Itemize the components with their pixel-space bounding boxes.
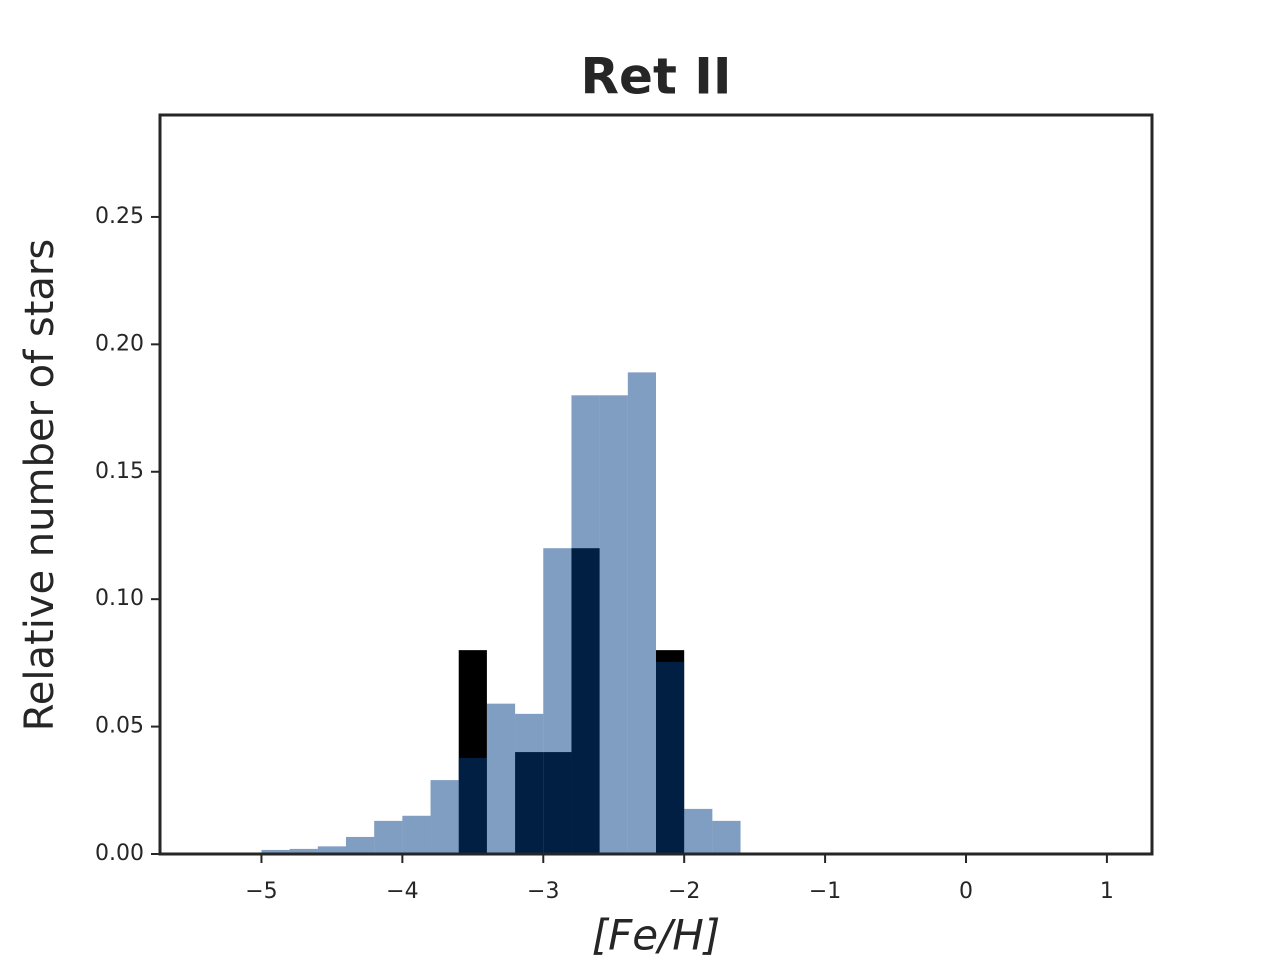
chart-title: Ret II [581, 48, 732, 106]
histogram-bar [543, 548, 572, 854]
histogram-bar [684, 808, 713, 854]
histogram-bar [261, 849, 290, 854]
plot-frame [158, 113, 1154, 856]
y-tick-label: 0.25 [95, 204, 144, 229]
y-tick-label: 0.10 [95, 586, 144, 611]
histogram-bar [317, 846, 346, 854]
histogram-bar [599, 395, 628, 854]
x-tick-label: 1 [1100, 879, 1114, 904]
x-tick-label: −4 [386, 879, 418, 904]
x-tick-label: −2 [668, 879, 700, 904]
histogram-bar [458, 757, 487, 854]
x-tick-label: 0 [959, 879, 973, 904]
x-axis-label: [Fe/H] [592, 911, 721, 960]
histogram-bar [374, 820, 403, 854]
histogram-bar [289, 848, 318, 854]
y-axis-label: Relative number of stars [17, 239, 63, 731]
histogram-bar [627, 372, 656, 854]
histogram-bar [402, 815, 431, 854]
histogram-bar [515, 713, 544, 854]
x-tick-label: −3 [527, 879, 559, 904]
y-tick-label: 0.20 [95, 331, 144, 356]
histogram-bar [430, 780, 459, 854]
histogram-bar [571, 395, 600, 854]
histogram-bar [656, 661, 685, 854]
x-tick-label: −1 [809, 879, 841, 904]
y-tick-label: 0.00 [95, 841, 144, 866]
histogram-bar [712, 820, 741, 854]
histogram-bar [486, 703, 516, 854]
histogram-bar [346, 836, 375, 854]
y-tick-label: 0.15 [95, 459, 144, 484]
x-tick-label: −5 [245, 879, 277, 904]
y-tick-label: 0.05 [95, 714, 144, 739]
